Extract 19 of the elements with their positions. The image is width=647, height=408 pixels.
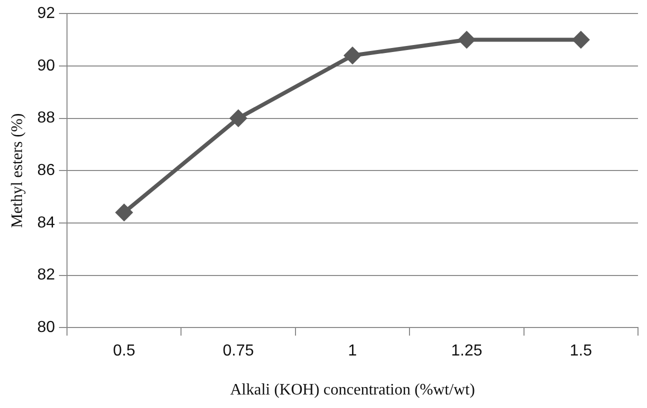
point bbox=[458, 30, 476, 49]
point bbox=[344, 46, 362, 64]
x-tick-label: 0.5 bbox=[112, 342, 136, 360]
y-tick-label: 80 bbox=[37, 319, 56, 336]
x-axis-title: Alkali (KOH) concentration (%wt/wt) bbox=[230, 382, 475, 399]
y-tick-label: 88 bbox=[37, 110, 56, 127]
y-axis-title: Methyl esters (%) bbox=[8, 113, 26, 228]
y-tick-label: 90 bbox=[37, 57, 56, 74]
point bbox=[229, 109, 248, 128]
y-tick-label: 82 bbox=[37, 266, 56, 284]
x-tick-label: 1.25 bbox=[451, 342, 482, 360]
x-tick-label: 1.5 bbox=[570, 342, 592, 360]
x-tick-label: 0.75 bbox=[222, 342, 254, 360]
point bbox=[115, 203, 134, 222]
x-tick-label: 1 bbox=[348, 342, 358, 360]
y-tick-label: 84 bbox=[37, 214, 56, 232]
y-tick-label: 92 bbox=[37, 5, 56, 22]
point bbox=[572, 30, 590, 49]
y-tick-label: 86 bbox=[37, 162, 56, 180]
